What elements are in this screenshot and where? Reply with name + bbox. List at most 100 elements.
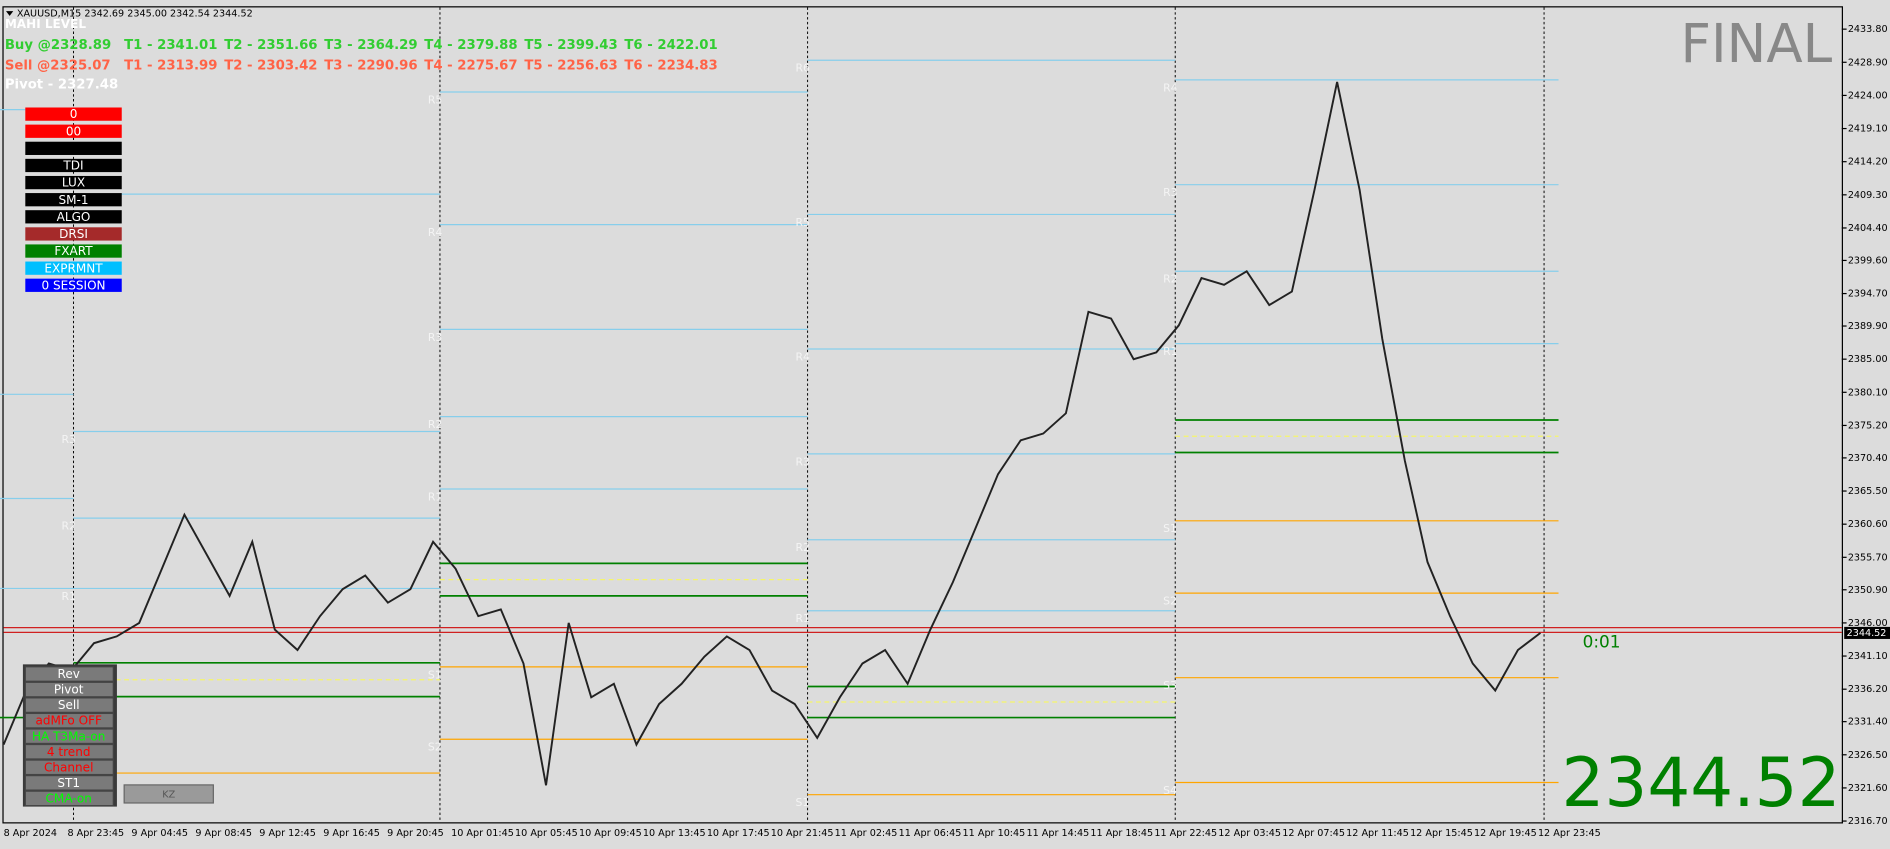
panel-button[interactable] [25,227,122,241]
y-tick-label: 2424.00 [1848,90,1888,101]
x-tick-label: 12 Apr 19:45 [1474,828,1537,839]
panel-button-label[interactable]: DRSI [59,227,88,241]
x-tick-label: 9 Apr 20:45 [387,828,444,839]
level-label: R2 [428,418,442,431]
price-path [2,81,1542,786]
y-tick-label: 2336.20 [1848,684,1888,695]
y-tick-label: 2355.70 [1848,552,1888,563]
level-label: S4 [1163,784,1177,797]
entry: Buy @2328.89 [5,38,111,53]
kz-button[interactable] [123,784,214,804]
panel-button[interactable] [25,261,122,275]
chart-frame [2,6,1843,824]
target: T3 - 2364.29 [324,38,417,53]
target: T4 - 2379.88 [424,38,517,53]
y-tick-label: 2350.90 [1848,585,1888,596]
y-tick-label: 2321.60 [1848,783,1888,794]
tool-button[interactable] [24,775,114,791]
target: T1 - 2341.01 [124,38,217,53]
target: T2 - 2351.66 [224,38,317,53]
panel-button-label[interactable]: ALGO [57,210,91,224]
x-tick-label: 10 Apr 17:45 [707,828,770,839]
tool-button-label[interactable]: 4 trend [47,745,91,759]
y-tick-label: 2414.20 [1848,157,1888,168]
panel-button[interactable] [25,158,122,173]
tool-button[interactable] [24,666,114,682]
tool-button-label[interactable]: Sell [58,698,80,712]
x-tick-label: 10 Apr 13:45 [643,828,706,839]
x-tick-label: 10 Apr 09:45 [579,828,642,839]
panel-button-label[interactable]: SM-1 [58,193,88,207]
panel-button[interactable] [25,107,122,121]
x-tick-label: 12 Apr 03:45 [1218,828,1281,839]
panel-button[interactable] [25,210,122,224]
tool-button[interactable] [24,790,114,807]
y-tick-label: 2316.70 [1848,816,1888,827]
x-tick-label: 8 Apr 23:45 [67,828,124,839]
level-label: R3 [796,455,811,468]
tool-button[interactable] [24,743,114,760]
y-tick-label: 2409.30 [1848,190,1888,201]
y-tick-label: 2385.00 [1848,354,1888,365]
x-tick-label: 9 Apr 04:45 [131,828,188,839]
x-tick-label: 10 Apr 05:45 [515,828,578,839]
panel-button-label[interactable]: FXART [54,244,93,258]
tool-button-label[interactable]: CMA-on [46,792,92,806]
tool-button[interactable] [24,728,114,745]
y-tick-label: 2389.90 [1848,321,1888,332]
target: T2 - 2303.42 [224,58,317,73]
x-tick-label: 9 Apr 12:45 [259,828,316,839]
panel-button-label[interactable]: LUX [62,176,85,190]
level-label: S2 [1163,595,1177,608]
x-tick-label: 9 Apr 16:45 [323,828,380,839]
big-price: 2344.52 [1561,743,1840,822]
y-tick-label: 2419.10 [1848,124,1888,135]
level-label: R5 [796,216,810,229]
y-tick-label: 2341.10 [1848,651,1888,662]
y-tick-label: 2399.60 [1848,255,1888,266]
y-tick-label: 2375.20 [1848,420,1888,431]
panel-button[interactable] [25,175,122,190]
tool-button-label[interactable]: HA T3Ma-on [32,729,106,743]
price-tag [1844,626,1890,639]
x-tick-label: 12 Apr 07:45 [1282,828,1345,839]
level-label: R3 [61,433,76,446]
y-tick-label: 2404.40 [1848,223,1888,234]
level-label: R2 [61,520,75,533]
kz-label[interactable]: KZ [162,790,175,801]
tool-button[interactable] [24,759,114,776]
x-tick-label: 11 Apr 02:45 [835,828,898,839]
panel-button-label[interactable]: 0 [70,107,78,121]
panel-button[interactable] [25,141,122,155]
target: T3 - 2290.96 [324,58,417,73]
y-tick-label: 2331.40 [1848,717,1888,728]
panel-button-label[interactable]: 00 [66,124,81,138]
x-tick-label: 12 Apr 23:45 [1538,828,1601,839]
countdown: 0:01 [1583,632,1621,652]
panel-button-label[interactable]: 0 SESSION [41,278,105,292]
tool-button-label[interactable]: adMFo OFF [35,714,102,728]
level-label: R4 [796,350,811,363]
level-label: R3 [1163,186,1178,199]
tool-button-label[interactable]: ST1 [57,776,80,790]
tool-button-label[interactable]: Pivot [54,683,84,697]
panel-button[interactable] [25,193,122,207]
x-tick-label: 11 Apr 10:45 [963,828,1026,839]
tool-button-label[interactable]: Rev [58,667,80,681]
tool-button[interactable] [24,712,114,729]
tool-button-label[interactable]: Channel [44,760,93,774]
target: T6 - 2422.01 [624,38,717,53]
panel-button-label[interactable]: TDI [62,159,83,173]
level-label: S1 [428,668,442,681]
tool-button[interactable] [24,697,114,713]
panel-button-label[interactable]: EXPRMNT [44,261,103,275]
level-label: R2 [796,541,810,554]
panel-button[interactable] [25,278,122,292]
y-tick-label: 2428.90 [1848,57,1888,68]
level-label: S2 [428,741,442,754]
tool-button[interactable] [24,681,114,698]
panel-button[interactable] [25,244,122,258]
panel-button[interactable] [25,124,122,138]
y-tick-label: 2394.70 [1848,289,1888,300]
